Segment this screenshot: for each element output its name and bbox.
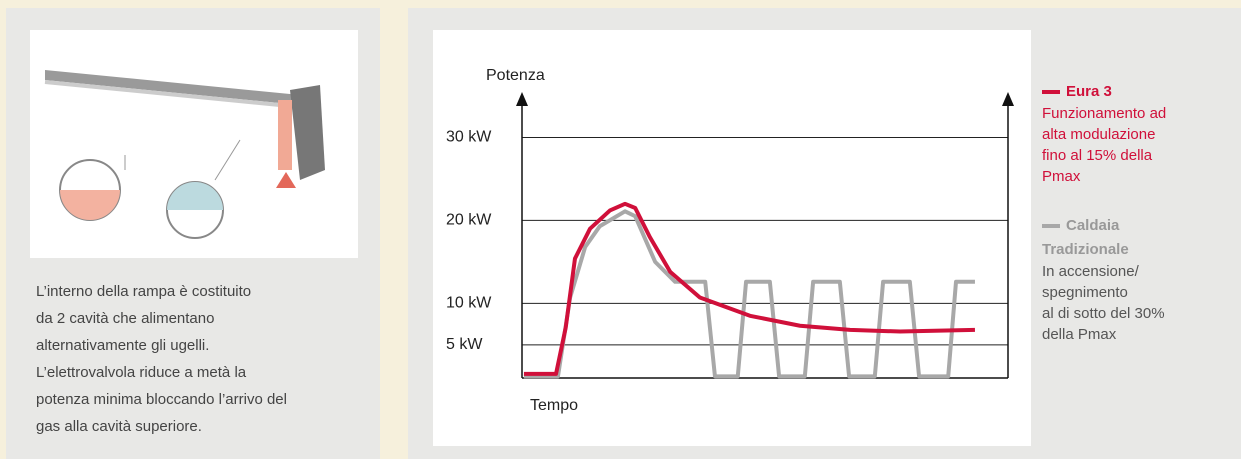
chart: 5 kW 10 kW 20 kW 30 kW Potenza Tempo (446, 67, 1014, 414)
caption-line: L’interno della rampa è costituito (36, 283, 251, 300)
legend-description: alta modulazione (1042, 126, 1155, 143)
legend: Eura 3 Funzionamento ad alta modulazione fi… (1042, 83, 1166, 343)
y-tick-label: 10 kW (446, 295, 492, 312)
caption-line: gas alla cavità superiore. (36, 418, 202, 435)
caption-line: L’elettrovalvola riduce a metà la (36, 364, 247, 381)
x-axis-label: Tempo (530, 397, 578, 414)
arrow (1002, 92, 1014, 106)
caption: L’interno della rampa è costituito da 2 c… (36, 283, 287, 435)
y-tick-label: 30 kW (446, 129, 492, 146)
legend-description: Funzionamento ad (1042, 105, 1166, 122)
caption-line: da 2 cavità che alimentano (36, 310, 214, 327)
legend-description: spegnimento (1042, 284, 1128, 301)
legend-name: Caldaia Tradizionale (1042, 217, 1129, 258)
y-tick-label: 20 kW (446, 212, 492, 229)
legend-description: In accensione/ (1042, 263, 1140, 280)
series-line (523, 201, 975, 376)
caption-line: alternativamente gli ugelli. (36, 337, 209, 354)
legend-swatch (1042, 224, 1060, 228)
y-axis-label: Potenza (486, 67, 545, 84)
caption-line: potenza minima bloccando l’arrivo del (36, 391, 287, 408)
y-tick-label: 5 kW (446, 336, 483, 353)
legend-description: al di sotto del 30% (1042, 305, 1165, 322)
legend-name: Eura 3 (1066, 83, 1112, 100)
series-line (523, 209, 975, 379)
legend-description: fino al 15% della (1042, 147, 1153, 164)
legend-description: Pmax (1042, 168, 1081, 185)
arrow (516, 92, 528, 106)
illustration (30, 30, 358, 258)
legend-swatch (1042, 90, 1060, 94)
legend-description: della Pmax (1042, 326, 1117, 343)
